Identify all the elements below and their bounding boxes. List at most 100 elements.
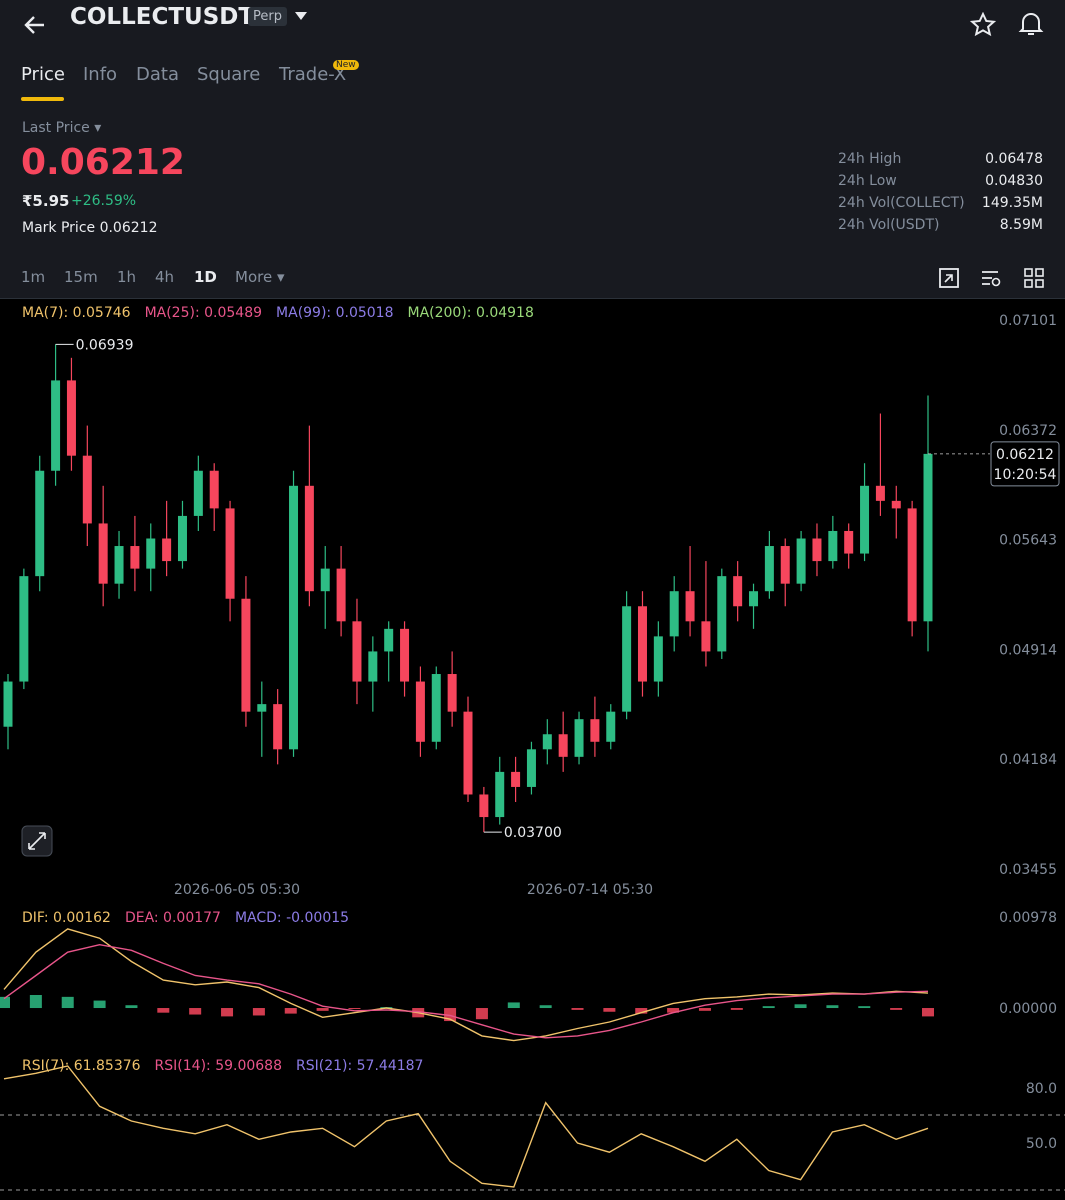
favorite-icon[interactable]: [970, 12, 996, 38]
stat-label: 24h Vol(COLLECT): [838, 195, 965, 211]
candle-body: [431, 674, 441, 742]
y-tick-label: 50.0: [1026, 1136, 1057, 1152]
price-tag: [990, 441, 1060, 487]
chart-tools[interactable]: [938, 266, 1048, 290]
macd-bar: [93, 1000, 106, 1009]
mark-price-value: 0.06212: [99, 220, 158, 236]
chart: MA(7): 0.05746 MA(25): 0.05489 MA(99): 0.0…: [0, 298, 1065, 1200]
candle-body: [907, 508, 917, 622]
candle-body: [98, 523, 108, 584]
macd-bar: [890, 1008, 903, 1010]
rsi-line: [3, 1065, 929, 1188]
low-label: 0.03700: [504, 825, 562, 841]
interval[interactable]: 1m: [21, 268, 46, 286]
candle-body: [320, 568, 330, 592]
symbol-dropdown[interactable]: [294, 10, 308, 22]
candle-body: [146, 538, 156, 569]
indicator-label: MA(200): 0.04918: [408, 305, 534, 321]
active-tab-indicator: [21, 97, 64, 101]
candle-body: [606, 711, 616, 742]
candle-body: [574, 719, 584, 757]
interval[interactable]: 15m: [64, 268, 98, 286]
last-price-label[interactable]: Last Price ▾: [22, 120, 102, 136]
interval[interactable]: 1h: [117, 268, 137, 286]
candle-body: [257, 704, 267, 712]
header-panel: COLLECTUSDT Perp Price Info Data Square Trad…: [0, 0, 1065, 298]
stat-value: 149.35M: [981, 195, 1043, 211]
candle-body: [162, 538, 172, 562]
price-change: +26.59%: [71, 193, 137, 209]
y-tick-label: 0.03455: [999, 862, 1057, 878]
tab[interactable]: Square: [197, 64, 261, 85]
macd-bar: [29, 994, 42, 1009]
y-tick-label: 0.04184: [999, 752, 1057, 768]
high-label: 0.06939: [76, 337, 134, 353]
candle-body: [860, 485, 870, 554]
y-tick-label: 0.04914: [999, 642, 1057, 658]
symbol[interactable]: COLLECTUSDT: [70, 4, 255, 30]
indicator-label: RSI(7): 61.85376: [22, 1058, 141, 1074]
y-tick-label: 0.06372: [999, 423, 1057, 439]
dea-line: [3, 943, 929, 1039]
candle-body: [384, 628, 394, 652]
macd-bar: [284, 1008, 297, 1014]
macd-bar: [221, 1008, 234, 1017]
macd-bar: [252, 1008, 265, 1016]
macd-bar: [858, 1006, 871, 1009]
candle-body: [923, 453, 933, 622]
tab[interactable]: Data: [136, 64, 179, 85]
stat-value: 8.59M: [999, 217, 1043, 233]
macd-bar: [125, 1005, 138, 1009]
indicator-label: MA(25): 0.05489: [145, 305, 262, 321]
macd-bar: [316, 1008, 329, 1011]
alert-icon[interactable]: [1018, 10, 1044, 38]
back-button[interactable]: [22, 12, 48, 38]
macd-bar: [698, 1008, 711, 1011]
macd-bar: [157, 1008, 170, 1013]
macd-bar: [603, 1008, 616, 1012]
candle-body: [241, 598, 251, 712]
candle-body: [209, 470, 219, 509]
macd-bar: [635, 1008, 648, 1014]
candle-body: [177, 515, 187, 562]
last-price-label-text: Last Price: [22, 120, 90, 136]
candle-body: [82, 455, 92, 524]
macd-bar: [539, 1005, 552, 1009]
interval[interactable]: 4h: [155, 268, 175, 286]
macd-bar: [348, 1008, 361, 1010]
mark-price: Mark Price 0.06212: [22, 220, 157, 236]
macd-bar: [794, 1004, 807, 1009]
candle-body: [463, 711, 473, 795]
x-tick-label: 2026-06-05 05:30: [174, 882, 300, 898]
candle-body: [685, 591, 695, 622]
interval[interactable]: More ▾: [235, 268, 285, 286]
new-badge: New: [333, 60, 359, 70]
candle-body: [336, 568, 346, 622]
macd-bar: [922, 1008, 934, 1017]
inr-price: ₹5.95: [22, 192, 70, 210]
countdown: 10:20:54: [994, 467, 1057, 483]
tab[interactable]: Trade-X: [279, 64, 347, 85]
candle-body: [3, 681, 13, 727]
candle-body: [828, 530, 838, 562]
indicator-label: MA(7): 0.05746: [22, 305, 131, 321]
y-tick-label: 0.00000: [999, 1001, 1057, 1017]
candle-body: [114, 546, 124, 584]
macd-bar: [507, 1002, 520, 1009]
mark-price-label: Mark Price: [22, 220, 96, 236]
macd-bar: [444, 1008, 457, 1022]
tab[interactable]: Info: [83, 64, 118, 85]
price-tag-value: 0.06212: [996, 447, 1054, 463]
interval[interactable]: 1D: [194, 268, 217, 286]
candle-body: [66, 380, 76, 456]
expand-button[interactable]: [21, 825, 53, 857]
chart-bg: [0, 298, 1065, 1200]
tab[interactable]: Price: [21, 64, 65, 85]
y-tick-label: 0.00978: [999, 910, 1057, 926]
stat-value: 0.06478: [985, 151, 1043, 167]
candle-body: [733, 576, 743, 607]
candle-body: [447, 674, 457, 712]
candle-body: [558, 734, 568, 757]
macd-bar: [475, 1008, 488, 1020]
